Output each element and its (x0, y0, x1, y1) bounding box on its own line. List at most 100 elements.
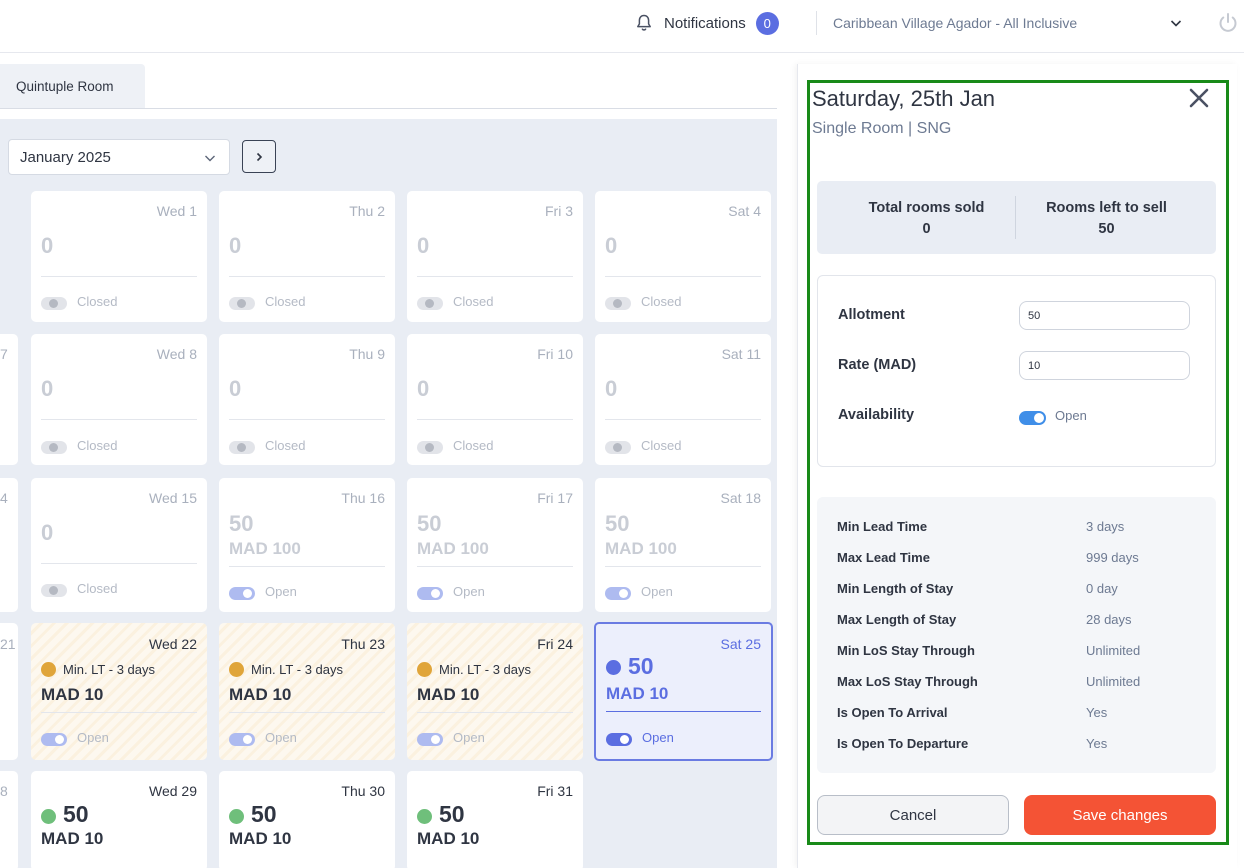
cell-day-label: Wed 1 (156, 203, 197, 219)
cell-day-label: Thu 2 (349, 203, 385, 219)
availability-toggle[interactable] (605, 297, 631, 310)
calendar-cell-partial[interactable]: 21 (0, 623, 18, 760)
allotment-input[interactable] (1019, 301, 1190, 330)
calendar-cell[interactable]: Wed 8 0 Closed (31, 334, 207, 465)
cell-day-label: 8 (0, 783, 8, 799)
calendar-cell[interactable]: Fri 3 0 Closed (407, 191, 583, 322)
calendar-cell[interactable]: Fri 17 50 MAD 100 Open (407, 478, 583, 612)
cell-allotment: 50 (628, 653, 654, 679)
cell-status: Closed (77, 581, 118, 596)
availability-toggle[interactable] (605, 587, 631, 600)
availability-toggle[interactable] (229, 441, 255, 454)
cell-allotment: 0 (417, 376, 430, 401)
calendar-cell[interactable]: Wed 29 50 MAD 10 (31, 771, 207, 868)
cell-day-label: Fri 31 (537, 783, 573, 799)
bell-icon (637, 14, 651, 31)
availability-toggle[interactable] (41, 297, 67, 310)
cancel-button[interactable]: Cancel (817, 795, 1009, 835)
cell-rate: MAD 100 (605, 539, 677, 558)
restriction-value: Unlimited (1086, 674, 1141, 689)
cell-divider (41, 563, 197, 564)
restriction-value: Yes (1086, 736, 1108, 751)
save-changes-button[interactable]: Save changes (1024, 795, 1216, 835)
availability-toggle[interactable] (229, 733, 255, 746)
restriction-value: 28 days (1086, 612, 1132, 627)
cell-rate: MAD 10 (41, 685, 104, 704)
calendar-cell[interactable]: Sat 11 0 Closed (595, 334, 771, 465)
cell-allotment: 0 (41, 520, 54, 545)
availability-toggle[interactable] (417, 297, 443, 310)
calendar-cell[interactable]: Fri 24 Min. LT - 3 days MAD 10 Open (407, 623, 583, 760)
cell-rate: MAD 100 (417, 539, 489, 558)
calendar-cell-selected[interactable]: Sat 25 50 MAD 10 Open (594, 622, 773, 761)
tab-quintuple-room[interactable]: Quintuple Room (0, 64, 145, 108)
cell-divider (229, 566, 385, 567)
cell-rate: MAD 10 (229, 685, 292, 704)
cell-day-label: Wed 8 (156, 346, 197, 362)
availability-toggle[interactable] (41, 733, 67, 746)
calendar-cell[interactable]: Wed 15 0 Closed (31, 478, 207, 612)
chevron-down-icon[interactable] (1168, 15, 1184, 31)
calendar-cell[interactable]: Wed 1 0 Closed (31, 191, 207, 322)
header-divider (816, 11, 817, 35)
calendar-cell[interactable]: Sat 18 50 MAD 100 Open (595, 478, 771, 612)
availability-toggle[interactable] (229, 587, 255, 600)
cell-status: Open (453, 584, 485, 599)
success-dot-icon (229, 809, 244, 824)
calendar-cell-partial[interactable]: 7 (0, 334, 18, 465)
cell-day-label: Wed 22 (149, 636, 197, 652)
rate-input[interactable] (1019, 351, 1190, 380)
calendar-cell[interactable]: Fri 10 0 Closed (407, 334, 583, 465)
availability-toggle[interactable] (606, 733, 632, 746)
cell-note: Min. LT - 3 days (63, 662, 155, 677)
panel-title: Saturday, 25th Jan (812, 86, 996, 111)
availability-toggle[interactable] (1019, 411, 1046, 425)
cell-day-label: Thu 9 (349, 346, 385, 362)
calendar-cell[interactable]: Thu 2 0 Closed (219, 191, 395, 322)
cell-rate: MAD 10 (417, 829, 480, 848)
calendar-cell[interactable]: Fri 31 50 MAD 10 (407, 771, 583, 868)
availability-toggle[interactable] (41, 441, 67, 454)
restriction-value: 999 days (1086, 550, 1139, 565)
month-select[interactable]: January 2025 (8, 139, 230, 175)
tab-underline (0, 108, 777, 109)
availability-toggle[interactable] (417, 441, 443, 454)
calendar-cell[interactable]: Thu 23 Min. LT - 3 days MAD 10 Open (219, 623, 395, 760)
cell-divider (605, 276, 761, 277)
next-month-button[interactable] (242, 140, 276, 173)
calendar-cell-partial[interactable]: 8 (0, 771, 18, 868)
min-lead-time-marker: Min. LT - 3 days (417, 662, 531, 677)
calendar-cell[interactable]: Thu 16 50 MAD 100 Open (219, 478, 395, 612)
hotel-selector[interactable]: Caribbean Village Agador - All Inclusive (833, 15, 1078, 31)
restriction-key: Min LoS Stay Through (837, 643, 975, 658)
cell-day-label: 4 (0, 490, 8, 506)
calendar-cell[interactable]: Sat 4 0 Closed (595, 191, 771, 322)
cell-day-label: Thu 23 (341, 636, 385, 652)
calendar-cell[interactable]: Wed 22 Min. LT - 3 days MAD 10 Open (31, 623, 207, 760)
cell-status: Closed (265, 438, 306, 453)
cell-status: Closed (265, 294, 306, 309)
cell-allotment: 50 (229, 511, 254, 536)
cell-allotment: 0 (605, 376, 618, 401)
cell-allotment: 50 (417, 511, 442, 536)
availability-toggle[interactable] (229, 297, 255, 310)
calendar-cell[interactable]: Thu 30 50 MAD 10 (219, 771, 395, 868)
cell-status: Closed (641, 294, 682, 309)
availability-toggle[interactable] (417, 733, 443, 746)
cell-status: Open (642, 730, 674, 745)
close-icon[interactable] (1187, 86, 1211, 110)
calendar-cell[interactable]: Thu 9 0 Closed (219, 334, 395, 465)
chevron-down-icon (205, 155, 215, 162)
cell-status: Open (265, 730, 297, 745)
notifications-button[interactable]: Notifications 0 (634, 11, 779, 35)
restriction-value: 0 day (1086, 581, 1118, 596)
availability-status: Open (1055, 408, 1087, 423)
top-bar: Notifications 0 Caribbean Village Agador… (0, 0, 1244, 53)
calendar-area: January 2025 7 4 21 8 Wed 1 0 Closed Thu… (0, 119, 777, 868)
cell-divider (417, 276, 573, 277)
calendar-cell-partial[interactable]: 4 (0, 478, 18, 612)
power-icon[interactable] (1216, 11, 1240, 35)
availability-toggle[interactable] (605, 441, 631, 454)
availability-toggle[interactable] (417, 587, 443, 600)
availability-toggle[interactable] (41, 584, 67, 597)
